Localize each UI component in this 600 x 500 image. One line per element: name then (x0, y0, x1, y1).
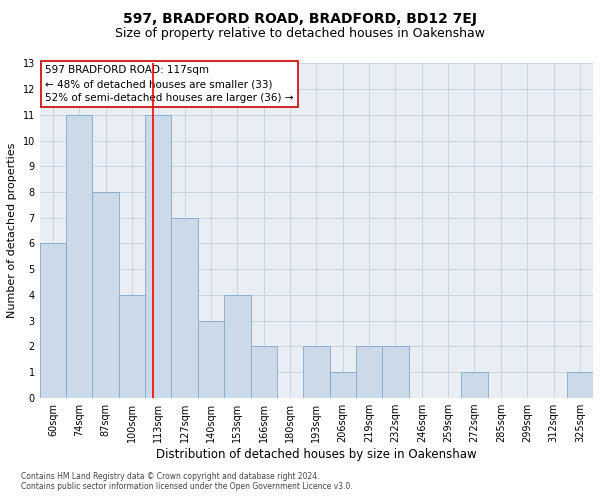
Text: Contains public sector information licensed under the Open Government Licence v3: Contains public sector information licen… (21, 482, 353, 491)
Bar (119, 295, 145, 398)
X-axis label: Distribution of detached houses by size in Oakenshaw: Distribution of detached houses by size … (156, 448, 477, 460)
Bar (198, 320, 224, 398)
Text: Size of property relative to detached houses in Oakenshaw: Size of property relative to detached ho… (115, 28, 485, 40)
Text: 597, BRADFORD ROAD, BRADFORD, BD12 7EJ: 597, BRADFORD ROAD, BRADFORD, BD12 7EJ (123, 12, 477, 26)
Bar (303, 346, 329, 398)
Bar (172, 218, 198, 398)
Bar (567, 372, 593, 398)
Bar (40, 244, 66, 398)
Bar (224, 295, 251, 398)
Bar (382, 346, 409, 398)
Bar (92, 192, 119, 398)
Bar (461, 372, 488, 398)
Y-axis label: Number of detached properties: Number of detached properties (7, 143, 17, 318)
Bar (251, 346, 277, 398)
Bar (66, 115, 92, 398)
Text: Contains HM Land Registry data © Crown copyright and database right 2024.: Contains HM Land Registry data © Crown c… (21, 472, 320, 481)
Text: 597 BRADFORD ROAD: 117sqm
← 48% of detached houses are smaller (33)
52% of semi-: 597 BRADFORD ROAD: 117sqm ← 48% of detac… (45, 65, 294, 103)
Bar (145, 115, 172, 398)
Bar (329, 372, 356, 398)
Bar (356, 346, 382, 398)
